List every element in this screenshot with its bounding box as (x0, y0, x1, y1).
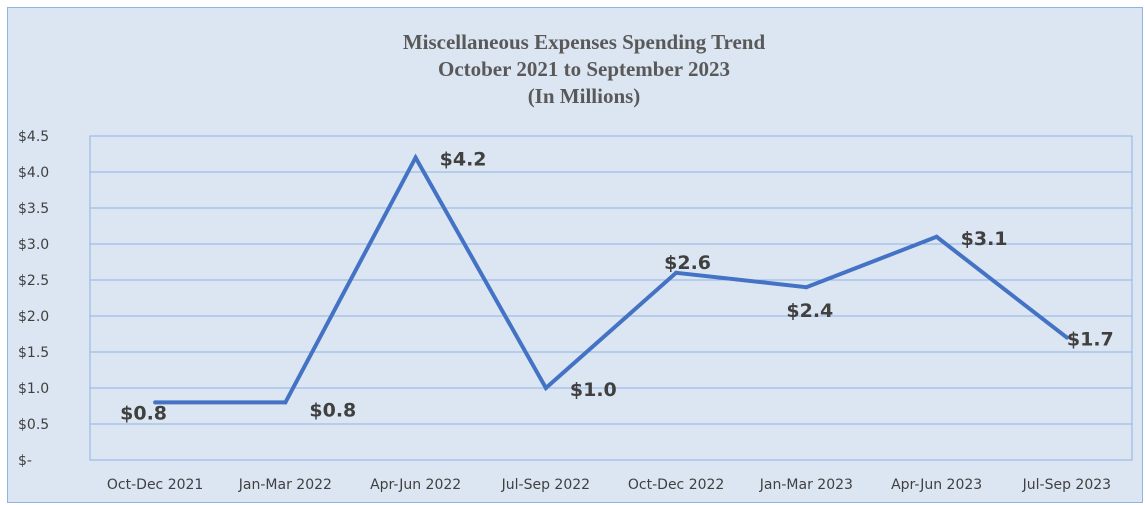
series-line (155, 153, 1069, 405)
chart-subtitle-line-3: (In Millions) (528, 84, 641, 108)
y-tick-label: $2.5 (18, 273, 49, 289)
x-tick-label: Apr-Jun 2023 (891, 477, 982, 493)
data-point (543, 386, 548, 390)
data-label: $1.7 (1067, 329, 1114, 351)
data-label: $4.2 (440, 149, 487, 171)
y-tick-label: $1.0 (18, 381, 49, 397)
data-label: $0.8 (120, 402, 167, 424)
chart-title: Miscellaneous Expenses Spending Trend Oc… (403, 30, 766, 108)
y-tick-label: $0.5 (18, 417, 49, 433)
data-point (804, 285, 809, 290)
data-label: $2.6 (664, 252, 711, 274)
data-label: $1.0 (570, 379, 617, 401)
chart-area (7, 7, 1143, 503)
y-tick-label: $3.0 (18, 237, 49, 253)
data-point (1064, 335, 1069, 340)
x-tick-label: Jul-Sep 2023 (1022, 477, 1111, 493)
y-tick-label: $4.0 (18, 165, 49, 181)
y-tick-label: $- (18, 453, 32, 469)
x-tick-label: Jan-Mar 2023 (759, 477, 853, 493)
x-tick-label: Jul-Sep 2022 (501, 477, 590, 493)
x-tick-label: Oct-Dec 2022 (628, 477, 724, 493)
data-label: $2.4 (786, 300, 833, 322)
data-label: $3.1 (961, 228, 1008, 250)
y-tick-label: $3.5 (18, 201, 49, 217)
data-point (674, 270, 679, 275)
chart-title-line-1: Miscellaneous Expenses Spending Trend (403, 30, 766, 54)
x-tick-label: Apr-Jun 2022 (370, 477, 461, 493)
data-label: $0.8 (309, 399, 356, 421)
data-point (413, 155, 418, 160)
chart-subtitle-line-2: October 2021 to September 2023 (438, 57, 730, 81)
plot-border (89, 135, 1133, 461)
data-point (283, 400, 288, 405)
data-point (153, 400, 158, 405)
y-tick-label: $2.0 (18, 309, 49, 325)
y-tick-label: $4.5 (18, 129, 49, 145)
x-tick-label: Jan-Mar 2022 (238, 477, 332, 493)
x-tick-label: Oct-Dec 2021 (107, 477, 203, 493)
plot-area: $- $0.5 $1.0 $1.5 $2.0 $2.5 $3.0 $3.5 $4.0 $4.5 Oc… (18, 129, 1133, 493)
data-point (934, 234, 939, 239)
y-tick-label: $1.5 (18, 345, 49, 361)
